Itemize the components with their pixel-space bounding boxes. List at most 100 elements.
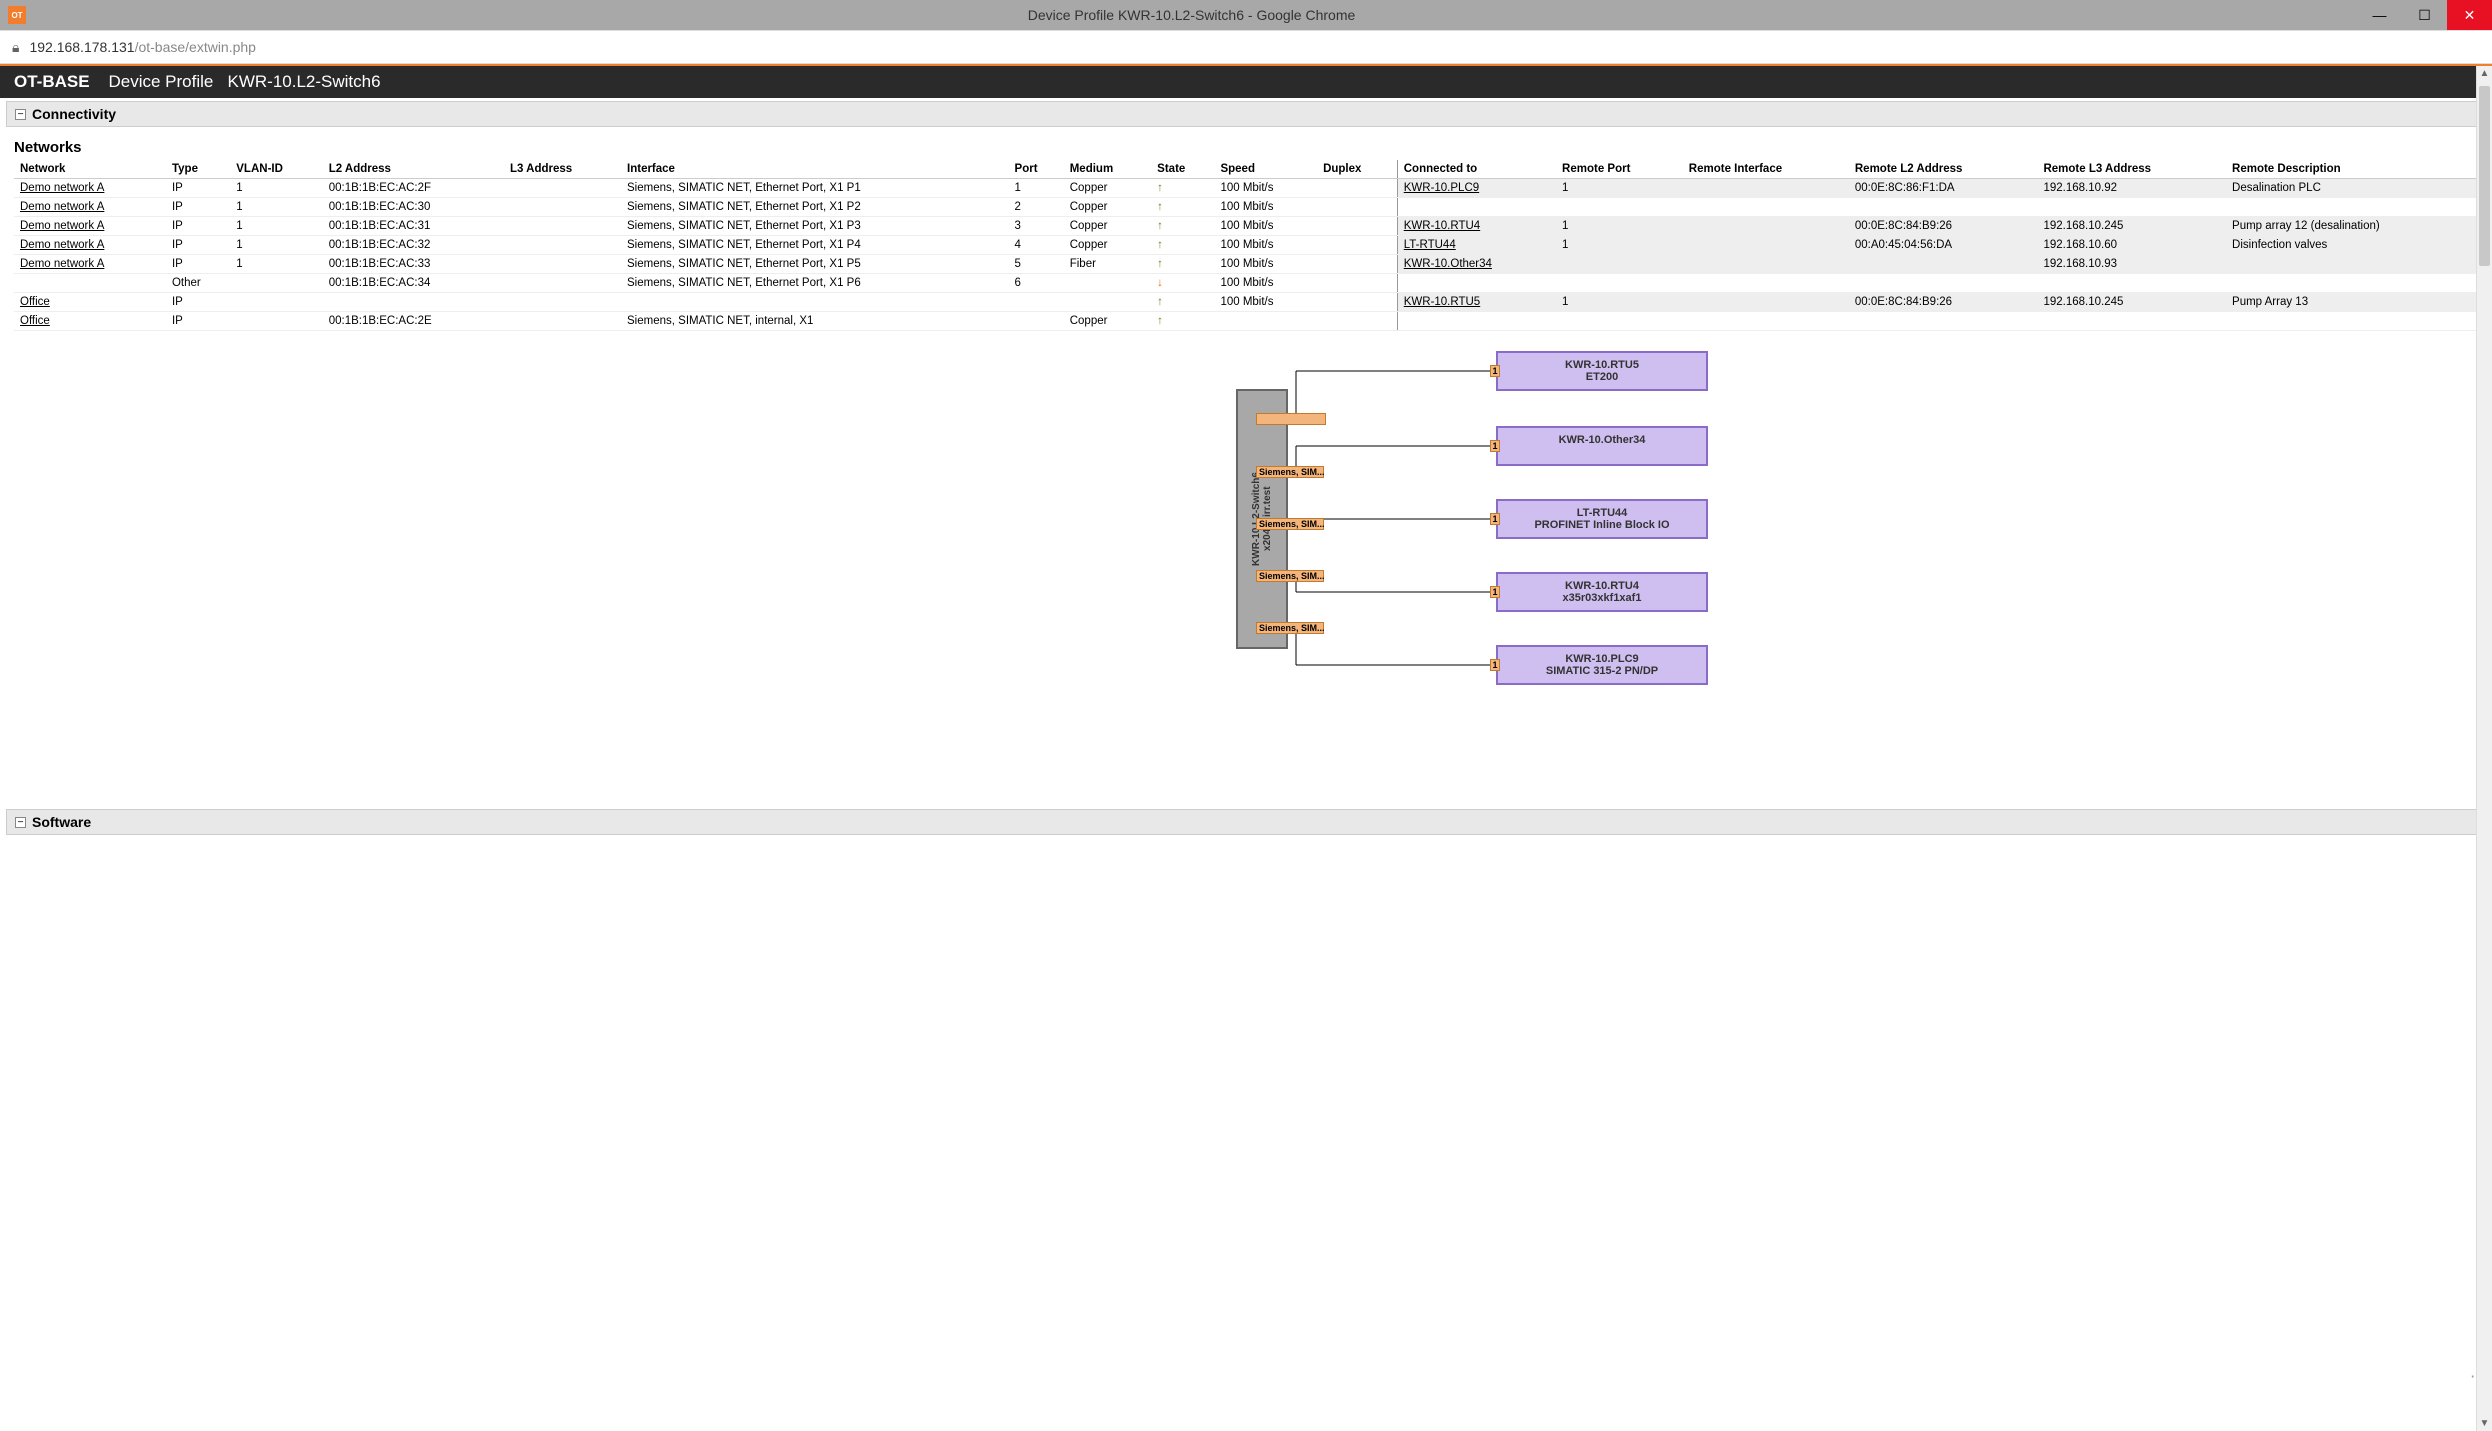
table-cell: ↑ <box>1151 255 1214 274</box>
table-cell <box>1556 198 1683 217</box>
table-cell: 100 Mbit/s <box>1214 255 1317 274</box>
table-cell <box>230 293 322 312</box>
diagram-remote-node[interactable]: KWR-10.PLC9SIMATIC 315-2 PN/DP <box>1496 645 1708 685</box>
scroll-down-icon[interactable]: ▼ <box>2477 1418 2492 1429</box>
table-cell: IP <box>166 217 230 236</box>
url-path: /ot-base/extwin.php <box>135 39 256 55</box>
table-cell: ↓ <box>1151 274 1214 293</box>
connectivity-label: Connectivity <box>32 106 116 122</box>
device-name: KWR-10.L2-Switch6 <box>228 72 381 91</box>
table-cell: Siemens, SIMATIC NET, Ethernet Port, X1 … <box>621 236 1009 255</box>
table-cell <box>504 179 621 198</box>
column-header: Network <box>14 160 166 179</box>
column-header: Interface <box>621 160 1009 179</box>
table-cell <box>1683 293 1849 312</box>
vertical-scrollbar[interactable]: ▲ ▼ <box>2476 66 2492 1431</box>
table-cell: Copper <box>1064 179 1151 198</box>
collapse-icon[interactable]: − <box>15 817 26 828</box>
network-link[interactable]: Office <box>20 296 50 308</box>
table-cell <box>1849 198 2038 217</box>
minimize-button[interactable]: — <box>2357 0 2402 30</box>
table-cell: Siemens, SIMATIC NET, Ethernet Port, X1 … <box>621 198 1009 217</box>
table-cell: ↑ <box>1151 198 1214 217</box>
table-cell: KWR-10.RTU4 <box>1397 217 1556 236</box>
table-row: Demo network AIP100:1B:1B:EC:AC:2FSiemen… <box>14 179 2478 198</box>
diagram-remote-node[interactable]: KWR-10.Other34 <box>1496 426 1708 466</box>
table-cell: Demo network A <box>14 236 166 255</box>
table-cell <box>1317 236 1397 255</box>
address-bar[interactable]: 🔒︎ 192.168.178.131/ot-base/extwin.php <box>0 30 2492 64</box>
column-header: L2 Address <box>323 160 504 179</box>
network-link[interactable]: Demo network A <box>20 182 104 194</box>
connected-link[interactable]: KWR-10.Other34 <box>1404 258 1492 270</box>
lock-icon: 🔒︎ <box>12 39 19 56</box>
page-header: OT-BASE Device Profile KWR-10.L2-Switch6 <box>0 66 2492 98</box>
column-header: Duplex <box>1317 160 1397 179</box>
table-cell <box>1397 198 1556 217</box>
table-cell <box>504 217 621 236</box>
table-cell <box>14 274 166 293</box>
network-link[interactable]: Demo network A <box>20 239 104 251</box>
network-link[interactable]: Office <box>20 315 50 327</box>
collapse-icon[interactable]: − <box>15 109 26 120</box>
table-cell <box>1683 198 1849 217</box>
table-cell <box>1317 179 1397 198</box>
network-link[interactable]: Demo network A <box>20 220 104 232</box>
column-header: L3 Address <box>504 160 621 179</box>
maximize-button[interactable]: ☐ <box>2402 0 2447 30</box>
software-section-header[interactable]: − Software <box>6 809 2486 835</box>
table-cell <box>504 293 621 312</box>
table-cell <box>1683 217 1849 236</box>
close-button[interactable]: ✕ <box>2447 0 2492 30</box>
network-link[interactable]: Demo network A <box>20 201 104 213</box>
remote-port-label: 1 <box>1490 586 1500 598</box>
table-cell <box>504 198 621 217</box>
table-cell: Siemens, SIMATIC NET, Ethernet Port, X1 … <box>621 217 1009 236</box>
scroll-up-icon[interactable]: ▲ <box>2477 68 2492 79</box>
table-cell: 1 <box>1009 179 1064 198</box>
diagram-remote-node[interactable]: KWR-10.RTU4x35r03xkf1xaf1 <box>1496 572 1708 612</box>
port-label: Siemens, SIM... <box>1256 466 1324 478</box>
state-down-icon: ↓ <box>1157 277 1163 289</box>
table-cell <box>1849 312 2038 331</box>
table-cell: 192.168.10.245 <box>2037 217 2226 236</box>
table-cell: 100 Mbit/s <box>1214 179 1317 198</box>
table-cell <box>230 312 322 331</box>
table-cell: 100 Mbit/s <box>1214 198 1317 217</box>
table-cell <box>2037 198 2226 217</box>
network-link[interactable]: Demo network A <box>20 258 104 270</box>
connected-link[interactable]: LT-RTU44 <box>1404 239 1456 251</box>
scrollbar-thumb[interactable] <box>2479 86 2490 266</box>
table-cell: 192.168.10.93 <box>2037 255 2226 274</box>
remote-port-label: 1 <box>1490 365 1500 377</box>
port-label: Siemens, SIM... <box>1256 518 1324 530</box>
table-cell: 00:1B:1B:EC:AC:31 <box>323 217 504 236</box>
table-cell: 5 <box>1009 255 1064 274</box>
table-cell: ↑ <box>1151 293 1214 312</box>
port-label: Siemens, SIM... <box>1256 570 1324 582</box>
connected-link[interactable]: KWR-10.RTU4 <box>1404 220 1480 232</box>
diagram-remote-node[interactable]: LT-RTU44PROFINET Inline Block IO <box>1496 499 1708 539</box>
table-cell <box>2037 312 2226 331</box>
diagram-remote-node[interactable]: KWR-10.RTU5ET200 <box>1496 351 1708 391</box>
table-cell: Siemens, SIMATIC NET, Ethernet Port, X1 … <box>621 179 1009 198</box>
brand: OT-BASE <box>14 72 90 91</box>
table-cell: 00:0E:8C:84:B9:26 <box>1849 293 2038 312</box>
table-cell <box>1317 255 1397 274</box>
table-row: Other00:1B:1B:EC:AC:34Siemens, SIMATIC N… <box>14 274 2478 293</box>
connectivity-section-header[interactable]: − Connectivity <box>6 101 2486 127</box>
table-cell: KWR-10.RTU5 <box>1397 293 1556 312</box>
table-cell: IP <box>166 179 230 198</box>
table-cell: 3 <box>1009 217 1064 236</box>
connected-link[interactable]: KWR-10.RTU5 <box>1404 296 1480 308</box>
table-cell <box>1683 236 1849 255</box>
state-up-icon: ↑ <box>1157 201 1163 213</box>
table-cell: Copper <box>1064 217 1151 236</box>
connected-link[interactable]: KWR-10.PLC9 <box>1404 182 1479 194</box>
table-cell: Pump Array 13 <box>2226 293 2478 312</box>
page-name: Device Profile <box>108 72 213 91</box>
table-row: Demo network AIP100:1B:1B:EC:AC:30Siemen… <box>14 198 2478 217</box>
table-cell <box>2226 198 2478 217</box>
column-header: State <box>1151 160 1214 179</box>
table-cell: Copper <box>1064 198 1151 217</box>
